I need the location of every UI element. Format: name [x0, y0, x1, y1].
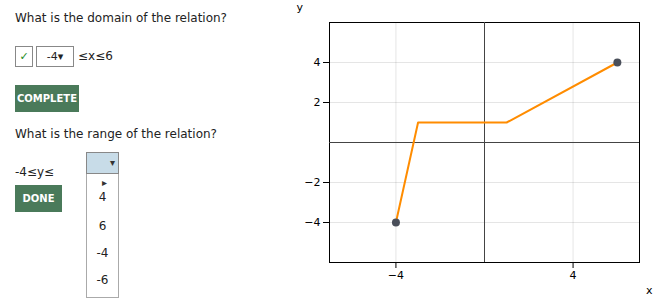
svg-text:4: 4 — [570, 269, 577, 282]
html-text:-4≤y≤: -4≤y≤ — [15, 165, 55, 179]
html-text:-6: -6 — [96, 273, 109, 287]
svg-text:4: 4 — [314, 56, 321, 69]
html-text:-4▾: -4▾ — [46, 50, 64, 63]
svg-text:−2: −2 — [304, 176, 320, 189]
svg-text:−4: −4 — [304, 216, 320, 229]
svg-text:y: y — [297, 1, 304, 14]
html-text:DONE: DONE — [22, 192, 55, 204]
html-text:4: 4 — [98, 190, 107, 204]
svg-text:x: x — [646, 284, 653, 297]
html-text:What is the domain of the rela: What is the domain of the relation? — [15, 11, 227, 25]
html-text:6: 6 — [98, 219, 107, 233]
html-text:≤x≤6: ≤x≤6 — [78, 49, 113, 63]
html-text:-4: -4 — [96, 246, 109, 260]
html-text:What is the range of the relat: What is the range of the relation? — [15, 127, 217, 141]
html-text:COMPLETE: COMPLETE — [17, 92, 77, 104]
svg-text:−4: −4 — [388, 269, 404, 282]
svg-text:2: 2 — [314, 96, 321, 109]
